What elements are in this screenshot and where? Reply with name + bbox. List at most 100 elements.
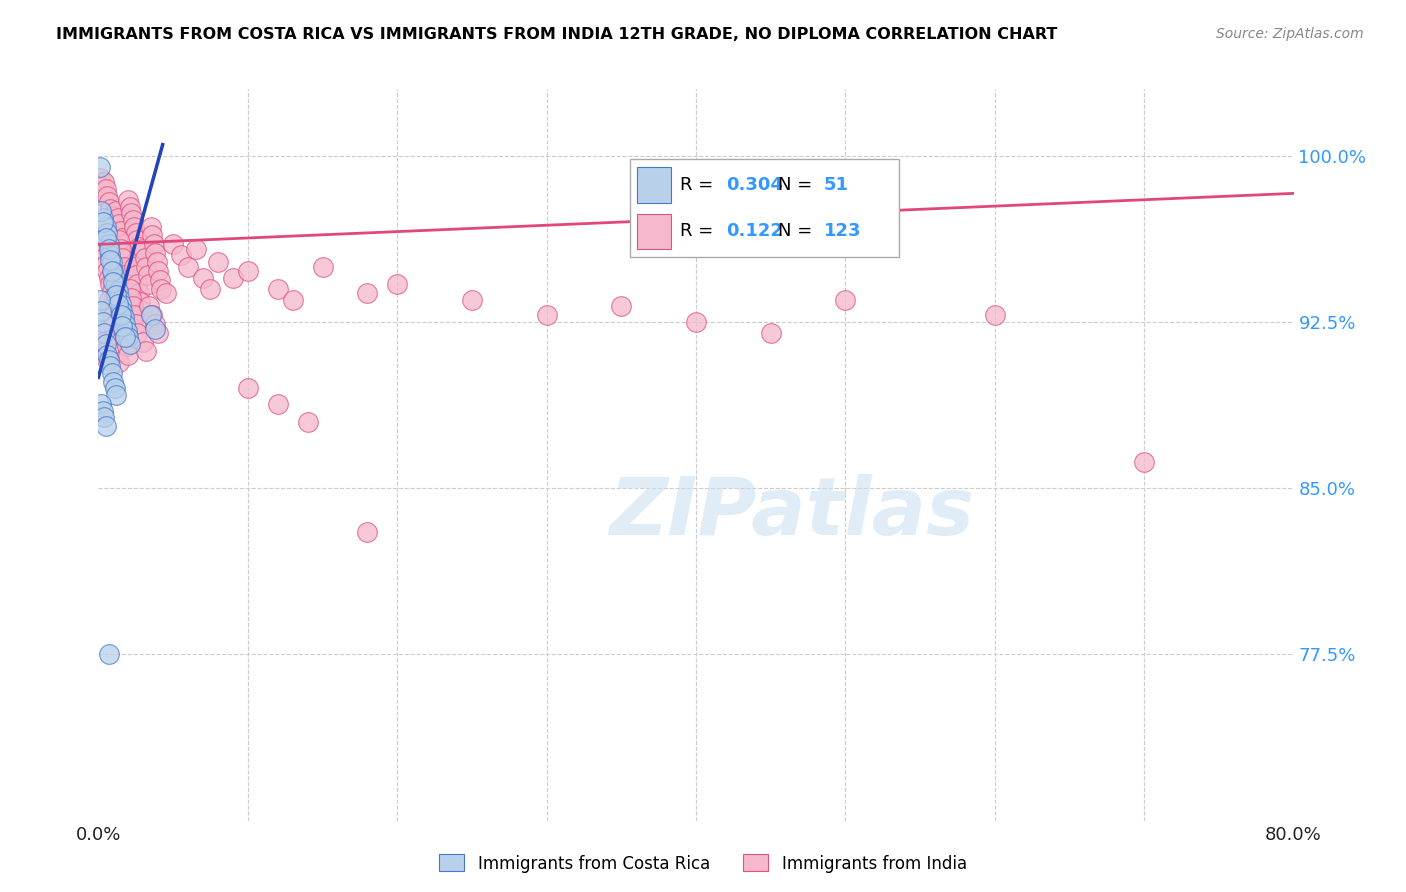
- Point: [97, 242, 120, 256]
- Point: [124, 260, 146, 274]
- Point: [98, 277, 122, 292]
- Point: [103, 264, 125, 278]
- Point: [97, 195, 120, 210]
- Point: [107, 211, 129, 225]
- Point: [90, 179, 112, 194]
- Point: [97, 352, 120, 367]
- Point: [105, 277, 128, 292]
- Point: [143, 317, 166, 331]
- Point: [222, 270, 245, 285]
- Text: 0.122: 0.122: [725, 222, 783, 240]
- Text: N =: N =: [779, 222, 818, 240]
- Point: [108, 233, 131, 247]
- Point: [191, 270, 214, 285]
- Point: [91, 315, 114, 329]
- Point: [117, 330, 139, 344]
- Point: [834, 293, 856, 307]
- Point: [91, 215, 114, 229]
- Point: [91, 403, 114, 417]
- Point: [89, 170, 111, 185]
- Point: [115, 277, 138, 292]
- Point: [90, 397, 112, 411]
- Point: [107, 346, 129, 360]
- Point: [127, 233, 149, 247]
- Point: [104, 270, 127, 285]
- Point: [90, 237, 112, 252]
- Point: [356, 286, 378, 301]
- Point: [105, 337, 128, 351]
- Point: [93, 175, 115, 189]
- Point: [117, 348, 139, 362]
- Point: [110, 224, 132, 238]
- Point: [91, 211, 114, 225]
- Point: [267, 282, 290, 296]
- Point: [117, 193, 139, 207]
- Point: [127, 277, 149, 292]
- Point: [114, 330, 136, 344]
- Point: [89, 160, 111, 174]
- Point: [96, 352, 118, 367]
- Point: [759, 326, 782, 340]
- Text: IMMIGRANTS FROM COSTA RICA VS IMMIGRANTS FROM INDIA 12TH GRADE, NO DIPLOMA CORRE: IMMIGRANTS FROM COSTA RICA VS IMMIGRANTS…: [56, 27, 1057, 42]
- Point: [115, 251, 138, 265]
- Point: [93, 251, 115, 265]
- Point: [129, 295, 152, 310]
- Point: [111, 230, 134, 244]
- Point: [115, 324, 138, 338]
- Point: [108, 355, 131, 369]
- Point: [103, 275, 125, 289]
- Point: [101, 284, 124, 298]
- Point: [149, 273, 172, 287]
- Point: [141, 308, 163, 322]
- Point: [107, 284, 129, 298]
- Point: [110, 308, 132, 322]
- Point: [610, 300, 633, 314]
- Point: [184, 242, 207, 256]
- Point: [139, 219, 162, 234]
- Text: ZIPatlas: ZIPatlas: [609, 475, 974, 552]
- Point: [96, 348, 118, 362]
- Point: [132, 334, 155, 349]
- Point: [177, 260, 200, 274]
- Point: [97, 237, 120, 252]
- Point: [110, 303, 132, 318]
- Point: [94, 257, 117, 271]
- Point: [94, 182, 117, 196]
- Point: [90, 204, 112, 219]
- Point: [114, 330, 136, 344]
- Point: [114, 317, 136, 331]
- Point: [118, 200, 141, 214]
- Point: [120, 206, 142, 220]
- Point: [90, 303, 112, 318]
- Text: R =: R =: [681, 222, 725, 240]
- Point: [103, 291, 125, 305]
- Point: [125, 227, 148, 241]
- Point: [101, 209, 124, 223]
- Point: [112, 237, 135, 252]
- Point: [117, 286, 139, 301]
- Point: [145, 255, 167, 269]
- Point: [98, 248, 122, 262]
- Point: [96, 188, 118, 202]
- Point: [129, 246, 152, 260]
- Point: [120, 291, 142, 305]
- Point: [135, 260, 157, 274]
- Point: [536, 308, 558, 322]
- Point: [93, 334, 115, 349]
- Point: [105, 388, 128, 402]
- Point: [103, 319, 125, 334]
- Point: [107, 286, 129, 301]
- Point: [96, 227, 118, 241]
- Point: [114, 268, 136, 283]
- Point: [385, 277, 409, 292]
- Point: [108, 218, 131, 232]
- Point: [118, 282, 141, 296]
- Point: [127, 326, 149, 340]
- Point: [114, 244, 136, 258]
- Point: [121, 312, 143, 326]
- Point: [93, 326, 115, 340]
- Point: [138, 277, 160, 292]
- Point: [125, 268, 148, 283]
- Point: [120, 303, 142, 318]
- Point: [143, 321, 166, 335]
